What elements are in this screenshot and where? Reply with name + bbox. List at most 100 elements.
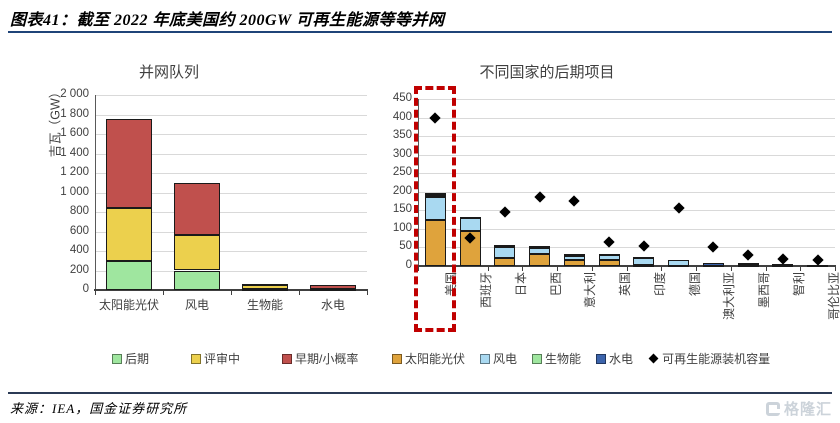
bar-segment: [242, 283, 288, 286]
x-axis-tick: [661, 267, 663, 271]
category-label: 英国: [618, 272, 633, 297]
x-axis-tick: [557, 267, 558, 271]
category-label: 哥伦比亚: [826, 272, 840, 321]
y-tick-label: 1 800: [60, 107, 89, 120]
scatter-diamond: [742, 249, 754, 261]
grid-line: [418, 247, 835, 249]
x-axis-tick: [696, 267, 697, 271]
bar-segment: [106, 260, 152, 290]
chart-legend: 太阳能光伏 风电 生物能 水电 可再生能源装机容量: [392, 350, 770, 367]
legend-item: 风电: [480, 350, 517, 367]
y-tick-label: 150: [392, 203, 412, 216]
bar-segment: [459, 218, 481, 231]
scatter-diamond: [499, 206, 511, 218]
category-label: 太阳能光伏: [98, 298, 159, 312]
y-tick-label: 250: [392, 166, 412, 179]
x-axis-tick: [591, 267, 593, 271]
chart-title: 不同国家的后期项目: [479, 64, 615, 81]
bar-segment: [668, 260, 690, 266]
bar-segment: [633, 258, 655, 266]
watermark-text: 格隆汇: [783, 401, 832, 418]
scatter-diamond: [777, 252, 789, 265]
category-label: 风电: [184, 298, 209, 312]
category-label: 日本: [513, 272, 528, 297]
category-label: 意大利: [583, 272, 598, 309]
grid-line: [95, 153, 367, 155]
x-axis-tick: [367, 291, 368, 295]
grid-line: [418, 154, 835, 156]
x-axis-tick: [487, 267, 489, 271]
x-axis-tick: [231, 291, 232, 295]
y-tick-label: 200: [392, 184, 412, 197]
grid-line: [418, 173, 835, 175]
bar-segment: [772, 264, 794, 267]
title-underline: [8, 31, 832, 33]
bar-segment: [737, 262, 759, 265]
legend-label: 早期/小概率: [295, 352, 359, 366]
bar-segment: [598, 259, 620, 266]
scatter-diamond: [707, 241, 720, 254]
bar-segment: [494, 245, 516, 248]
legend-item: 太阳能光伏: [392, 350, 465, 367]
x-axis-tick: [418, 267, 419, 271]
category-label: 智利: [791, 272, 806, 297]
bar-segment: [174, 182, 220, 236]
y-tick-label: 1 400: [60, 146, 89, 159]
bar-segment: [424, 193, 446, 196]
y-tick-label: 200: [69, 263, 89, 276]
scatter-diamond: [533, 191, 546, 204]
bar-segment: [459, 230, 481, 266]
legend-label: 后期: [125, 352, 150, 366]
x-axis-tick: [835, 267, 836, 271]
legend-swatch-icon: [480, 353, 491, 364]
legend-label: 生物能: [545, 352, 582, 366]
legend-item: 可再生能源装机容量: [648, 350, 770, 367]
y-tick-label: 0: [82, 283, 89, 295]
legend-item: 水电: [596, 350, 633, 367]
category-label: 德国: [687, 272, 702, 297]
chart-title: 并网队列: [138, 64, 200, 81]
grid-line: [95, 270, 367, 272]
category-label: 澳大利亚: [722, 272, 737, 321]
bar-segment: [106, 119, 152, 209]
legend-swatch-icon: [596, 353, 607, 364]
grid-line: [95, 192, 367, 194]
y-axis-line: [418, 99, 419, 266]
grid-line: [95, 251, 367, 252]
bar-segment: [310, 285, 356, 289]
y-tick-label: 350: [392, 129, 412, 142]
x-axis-tick: [765, 267, 767, 271]
bar-segment: [459, 216, 481, 219]
legend-item: 生物能: [532, 350, 581, 367]
y-tick-label: 100: [392, 221, 412, 234]
y-tick-label: 1 000: [60, 185, 89, 198]
x-axis-tick: [299, 291, 300, 295]
y-tick-label: 400: [69, 244, 89, 256]
chart-legend: 后期 评审中 早期/小概率: [112, 350, 358, 367]
legend-label: 风电: [493, 352, 518, 366]
scatter-diamond: [672, 202, 685, 215]
watermark: 格隆汇: [765, 398, 832, 419]
bar-segment: [494, 246, 516, 258]
grid-line: [418, 99, 835, 100]
legend-swatch-icon: [392, 353, 402, 364]
category-label: 墨西哥: [757, 272, 772, 309]
y-tick-label: 2 000: [60, 88, 89, 100]
y-axis-line: [95, 95, 96, 290]
category-label: 巴西: [548, 272, 563, 297]
x-axis-line: [94, 289, 368, 291]
bar-segment: [563, 253, 585, 256]
grid-line: [95, 231, 367, 233]
y-tick-label: 1 200: [60, 166, 89, 178]
y-tick-label: 600: [69, 224, 89, 237]
bar-segment: [702, 263, 724, 266]
grid-line: [95, 134, 367, 135]
bar-segment: [424, 219, 446, 266]
bar-segment: [529, 248, 551, 255]
gelonghui-logo-icon: [765, 401, 780, 416]
bar-segment: [424, 196, 446, 220]
legend-item: 后期: [112, 350, 149, 367]
x-axis-tick: [163, 291, 164, 295]
y-tick-label: 300: [392, 147, 412, 160]
